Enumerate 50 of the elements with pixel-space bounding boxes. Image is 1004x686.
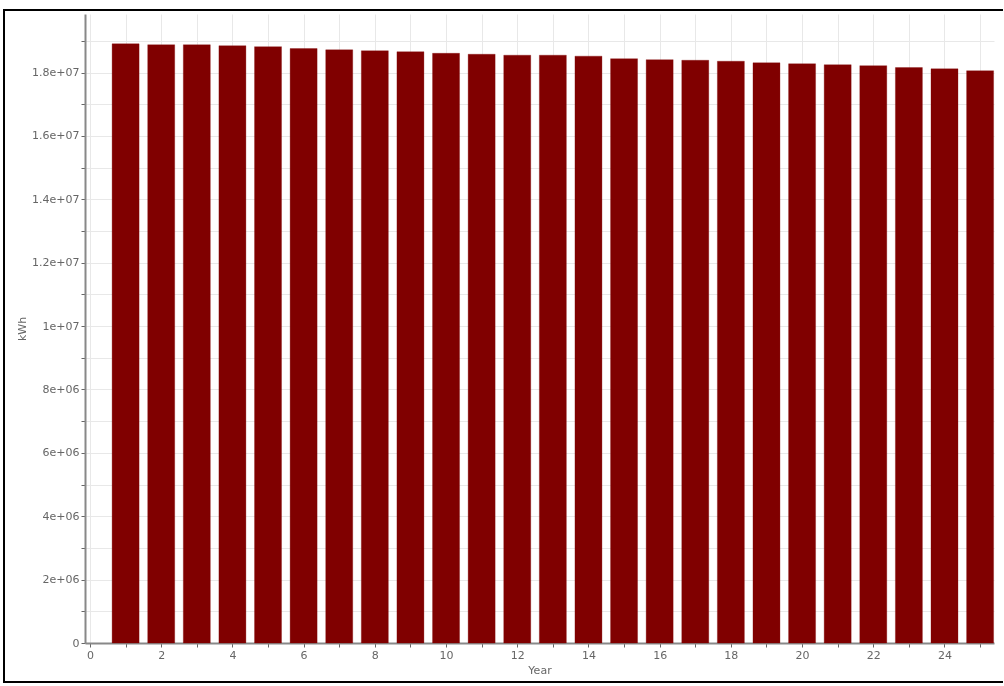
bar: [396, 51, 425, 644]
bar: [752, 62, 781, 644]
y-tick-label: 2e+06: [42, 573, 80, 587]
x-tick-label: 10: [439, 648, 454, 662]
bar: [325, 49, 354, 644]
y-tick-label: 1.8e+07: [32, 66, 80, 80]
bar: [254, 46, 283, 644]
x-tick-label: 20: [795, 648, 810, 662]
x-tick-label: 24: [938, 648, 952, 662]
x-tick-label: 14: [581, 648, 596, 662]
y-tick-label: 1.6e+07: [32, 129, 80, 143]
x-tick-label: 4: [229, 648, 237, 662]
bar: [930, 68, 959, 644]
bar: [823, 64, 852, 644]
y-tick-label: 1.4e+07: [32, 192, 80, 206]
x-tick-label: 0: [87, 648, 94, 662]
bar: [681, 59, 710, 644]
bar: [182, 44, 211, 644]
y-tick-label: 0: [72, 636, 80, 650]
x-tick-label: 22: [866, 648, 881, 662]
x-tick-label: 8: [371, 648, 379, 662]
bar: [859, 65, 888, 644]
x-tick-label: 2: [158, 648, 166, 662]
bar: [966, 70, 995, 644]
y-tick-label: 8e+06: [42, 383, 80, 396]
bar: [432, 52, 461, 644]
bar: [111, 43, 140, 644]
bar: [574, 55, 603, 644]
bar: [716, 60, 745, 644]
bar: [610, 58, 639, 644]
x-tick-label: 18: [724, 648, 739, 662]
y-tick-label: 4e+06: [42, 509, 80, 523]
x-axis-title: Year: [527, 663, 553, 677]
y-tick-label: 6e+06: [42, 446, 80, 460]
bar: [645, 59, 674, 644]
bar: [147, 44, 176, 644]
bar: [289, 48, 318, 644]
y-tick-label: 1e+07: [42, 319, 80, 333]
y-tick-label: 1.2e+07: [32, 256, 80, 270]
bar: [467, 53, 496, 644]
bar: [894, 67, 923, 644]
x-tick-label: 6: [300, 648, 308, 662]
bar: [218, 45, 247, 644]
x-tick-label: 16: [653, 648, 668, 662]
bar: [538, 54, 567, 644]
bar: [360, 50, 389, 644]
y-axis-title: kWh: [16, 316, 30, 342]
x-tick-label: 12: [510, 648, 525, 662]
bar: [503, 54, 532, 644]
bar: [788, 63, 817, 644]
